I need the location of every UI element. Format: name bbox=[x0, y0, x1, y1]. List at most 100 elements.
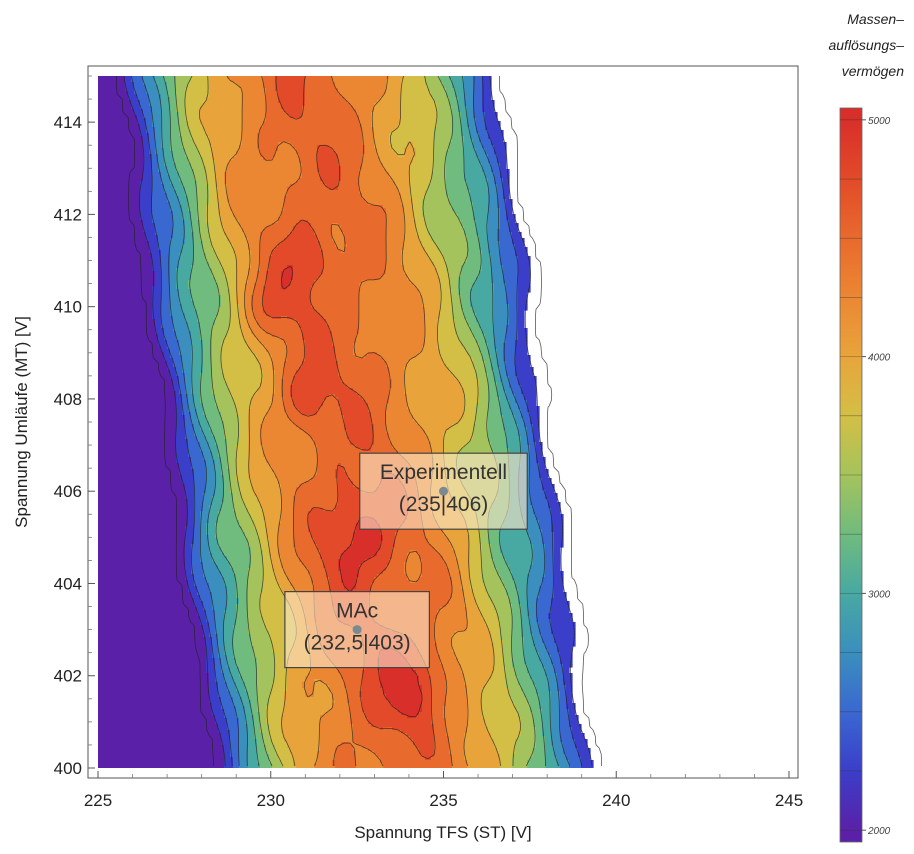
contour-band-cell bbox=[353, 352, 369, 356]
contour-band-cell bbox=[278, 535, 294, 539]
contour-band-cell bbox=[236, 283, 246, 287]
contour-band-cell bbox=[467, 235, 480, 239]
contour-band-cell bbox=[440, 553, 456, 557]
contour-band-cell bbox=[224, 580, 237, 584]
contour-band-cell bbox=[563, 670, 570, 674]
contour-band-cell bbox=[281, 556, 300, 560]
contour-band-cell bbox=[161, 271, 171, 275]
contour-band-cell bbox=[98, 673, 210, 677]
contour-band-cell bbox=[464, 445, 492, 449]
contour-band-cell bbox=[506, 586, 516, 590]
contour-band-cell bbox=[260, 238, 285, 242]
contour-band-cell bbox=[503, 187, 510, 191]
contour-band-cell bbox=[452, 118, 462, 122]
contour-band-cell bbox=[200, 547, 210, 551]
contour-band-cell bbox=[254, 493, 282, 497]
contour-band-cell bbox=[191, 331, 201, 335]
contour-band-cell bbox=[545, 553, 555, 557]
contour-band-cell bbox=[356, 583, 372, 587]
contour-band-cell bbox=[278, 217, 387, 221]
contour-band-cell bbox=[434, 97, 450, 101]
contour-band-cell bbox=[287, 412, 303, 416]
contour-band-cell bbox=[251, 298, 264, 302]
contour-band-cell bbox=[170, 178, 180, 182]
contour-band-cell bbox=[545, 562, 555, 566]
contour-band-cell bbox=[254, 289, 264, 293]
contour-band-cell bbox=[536, 649, 549, 653]
contour-band-cell bbox=[458, 289, 471, 293]
contour-band-cell bbox=[359, 175, 390, 179]
contour-band-cell bbox=[209, 505, 222, 509]
contour-band-cell bbox=[482, 556, 492, 560]
contour-band-cell bbox=[227, 655, 234, 659]
contour-band-cell bbox=[314, 586, 330, 590]
contour-band-cell bbox=[257, 685, 273, 689]
contour-band-cell bbox=[152, 169, 159, 173]
contour-band-cell bbox=[437, 652, 456, 656]
contour-band-cell bbox=[437, 325, 456, 329]
contour-band-cell bbox=[530, 460, 537, 464]
contour-band-cell bbox=[194, 139, 210, 143]
contour-band-cell bbox=[449, 148, 465, 152]
contour-band-cell bbox=[539, 694, 552, 698]
contour-band-cell bbox=[227, 199, 285, 203]
contour-band-cell bbox=[383, 535, 396, 539]
contour-band-cell bbox=[416, 226, 429, 230]
contour-band-cell bbox=[248, 268, 261, 272]
contour-band-cell bbox=[434, 631, 456, 635]
contour-band-cell bbox=[209, 196, 219, 200]
contour-band-cell bbox=[233, 637, 252, 641]
contour-band-cell bbox=[161, 265, 171, 269]
contour-band-cell bbox=[467, 112, 474, 116]
contour-band-cell bbox=[215, 166, 228, 170]
contour-band-cell bbox=[218, 199, 228, 203]
contour-band-cell bbox=[200, 376, 213, 380]
contour-band-cell bbox=[386, 424, 420, 428]
contour-band-cell bbox=[455, 211, 474, 215]
contour-band-cell bbox=[314, 538, 354, 542]
contour-band-cell bbox=[248, 346, 267, 350]
contour-band-cell bbox=[473, 214, 489, 218]
contour-band-cell bbox=[488, 439, 507, 443]
contour-band-cell bbox=[98, 169, 144, 173]
contour-band-cell bbox=[98, 442, 177, 446]
contour-band-cell bbox=[260, 436, 312, 440]
contour-band-cell bbox=[179, 259, 195, 263]
contour-band-cell bbox=[248, 238, 261, 242]
contour-band-cell bbox=[260, 613, 294, 617]
contour-band-cell bbox=[515, 352, 528, 356]
contour-band-cell bbox=[164, 157, 174, 161]
contour-band-cell bbox=[485, 721, 522, 725]
contour-band-cell bbox=[449, 199, 471, 203]
contour-band-cell bbox=[239, 313, 246, 317]
contour-band-cell bbox=[386, 364, 408, 368]
contour-band-cell bbox=[440, 76, 450, 80]
contour-band-cell bbox=[251, 517, 264, 521]
contour-band-cell bbox=[266, 280, 282, 284]
contour-band-cell bbox=[152, 301, 162, 305]
contour-band-cell bbox=[194, 301, 222, 305]
contour-band-cell bbox=[353, 541, 381, 545]
contour-band-cell bbox=[473, 310, 495, 314]
contour-band-cell bbox=[470, 538, 480, 542]
contour-band-cell bbox=[494, 661, 504, 665]
contour-band-cell bbox=[299, 559, 324, 563]
contour-band-cell bbox=[341, 229, 387, 233]
contour-band-cell bbox=[464, 103, 474, 107]
contour-band-cell bbox=[98, 103, 132, 107]
contour-band-cell bbox=[509, 322, 519, 326]
contour-band-cell bbox=[98, 505, 189, 509]
contour-band-cell bbox=[452, 133, 462, 137]
contour-band-cell bbox=[338, 361, 387, 365]
contour-band-cell bbox=[422, 208, 453, 212]
contour-band-cell bbox=[548, 652, 561, 656]
contour-band-cell bbox=[452, 577, 462, 581]
contour-band-cell bbox=[470, 577, 483, 581]
contour-band-cell bbox=[413, 202, 423, 206]
contour-band-cell bbox=[452, 127, 462, 131]
contour-band-cell bbox=[314, 283, 360, 287]
contour-band-cell bbox=[209, 685, 219, 689]
contour-band-cell bbox=[98, 619, 201, 623]
contour-band-cell bbox=[380, 160, 414, 164]
contour-band-cell bbox=[494, 175, 501, 179]
